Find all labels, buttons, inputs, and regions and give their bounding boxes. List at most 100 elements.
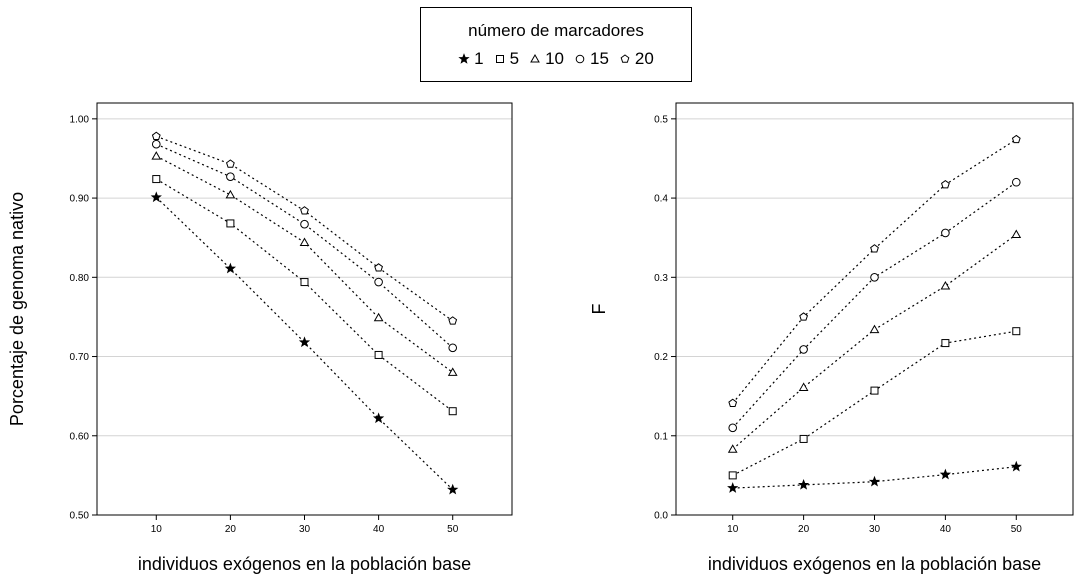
data-point bbox=[299, 237, 310, 246]
data-point bbox=[152, 175, 161, 184]
y-tick-label: 0.0 bbox=[654, 511, 668, 522]
x-tick-label: 10 bbox=[151, 524, 163, 535]
star-marker-icon bbox=[458, 53, 470, 64]
series-line bbox=[156, 143, 454, 349]
data-point bbox=[797, 478, 810, 490]
data-point bbox=[941, 339, 950, 348]
data-point bbox=[728, 471, 737, 480]
data-point bbox=[448, 316, 458, 325]
y-tick-label: 0.3 bbox=[654, 273, 668, 284]
series-15 bbox=[728, 177, 1021, 433]
data-point bbox=[373, 312, 384, 322]
legend-item-15: 15 bbox=[574, 49, 609, 69]
data-point bbox=[868, 475, 881, 487]
data-point bbox=[298, 336, 311, 348]
legend-items: 1 5 10 15 20 bbox=[421, 47, 691, 71]
x-tick-label: 50 bbox=[1011, 524, 1023, 535]
legend: número de marcadores 1 5 10 15 20 bbox=[420, 7, 692, 82]
y-tick-label: 0.60 bbox=[70, 431, 90, 442]
x-axis-label: individuos exógenos en la población base bbox=[708, 554, 1041, 574]
x-tick-label: 10 bbox=[727, 524, 739, 535]
y-tick-label: 0.1 bbox=[654, 431, 668, 442]
data-point bbox=[226, 172, 235, 181]
series-10 bbox=[727, 229, 1022, 453]
data-point bbox=[447, 483, 459, 495]
square-marker-shape bbox=[495, 55, 504, 63]
data-point bbox=[374, 350, 383, 359]
data-point bbox=[447, 367, 458, 376]
data-point bbox=[448, 407, 457, 416]
series-line bbox=[732, 330, 1017, 476]
plot-frame bbox=[675, 102, 1074, 516]
y-tick-label: 0.4 bbox=[654, 194, 668, 205]
legend-label-15: 15 bbox=[590, 49, 609, 68]
series-1 bbox=[150, 191, 459, 495]
data-point bbox=[870, 244, 879, 253]
data-point bbox=[799, 345, 808, 354]
triangle-marker-shape bbox=[530, 53, 540, 63]
data-point bbox=[151, 131, 161, 141]
data-point bbox=[151, 139, 161, 149]
data-point bbox=[225, 189, 236, 199]
y-axis-label: F bbox=[589, 304, 609, 315]
legend-item-10: 10 bbox=[529, 49, 564, 69]
y-axis-label: Porcentaje de genoma nativo bbox=[7, 192, 27, 426]
data-point bbox=[939, 468, 952, 480]
series-20 bbox=[151, 131, 458, 325]
y-tick-label: 0.70 bbox=[70, 352, 90, 363]
data-point bbox=[300, 206, 309, 215]
data-point bbox=[374, 277, 383, 287]
pentagon-marker-icon bbox=[620, 54, 630, 63]
x-tick-label: 20 bbox=[225, 524, 237, 535]
y-tick-label: 1.00 bbox=[70, 114, 90, 125]
x-tick-label: 40 bbox=[373, 524, 385, 535]
series-5 bbox=[728, 327, 1021, 480]
data-point bbox=[374, 263, 383, 272]
pentagon-marker-shape bbox=[620, 54, 630, 63]
data-point bbox=[869, 324, 880, 334]
data-point bbox=[224, 262, 237, 274]
data-point bbox=[799, 312, 808, 321]
series-line bbox=[732, 138, 1017, 404]
legend-title: número de marcadores bbox=[468, 21, 644, 40]
x-tick-label: 40 bbox=[940, 524, 952, 535]
data-point bbox=[150, 191, 162, 203]
series-5 bbox=[152, 175, 457, 416]
series-line bbox=[156, 135, 454, 322]
series-1 bbox=[727, 460, 1022, 493]
data-point bbox=[300, 219, 309, 229]
x-tick-label: 30 bbox=[299, 524, 311, 535]
series-line bbox=[732, 234, 1017, 450]
circle-marker-icon bbox=[575, 54, 585, 64]
series-10 bbox=[151, 151, 458, 376]
data-point bbox=[728, 398, 738, 408]
chart-panel-2: 0.0 0.1 0.2 0.3 0.4 0.5 10 20 30 40 50 individuos e… bbox=[589, 102, 1074, 574]
x-axis-label: individuos exógenos en la población base bbox=[138, 554, 471, 574]
data-point bbox=[372, 412, 385, 424]
y-tick-label: 0.90 bbox=[70, 194, 90, 205]
data-point bbox=[448, 343, 458, 353]
data-point bbox=[870, 273, 879, 282]
data-point bbox=[1012, 327, 1021, 336]
data-point bbox=[1011, 229, 1022, 239]
data-point bbox=[727, 482, 739, 493]
legend-item-20: 20 bbox=[619, 49, 654, 69]
data-point bbox=[727, 444, 738, 453]
legend-label-20: 20 bbox=[634, 49, 654, 68]
series-15 bbox=[151, 139, 458, 353]
x-tick-label: 50 bbox=[447, 524, 459, 535]
data-point bbox=[941, 179, 950, 189]
data-point bbox=[300, 278, 309, 287]
data-point bbox=[226, 219, 235, 228]
square-marker-icon bbox=[495, 55, 504, 63]
y-tick-label: 0.80 bbox=[70, 273, 90, 284]
y-tick-label: 0.5 bbox=[654, 114, 668, 125]
chart-panel-1: 0.50 0.60 0.70 0.80 0.90 1.00 10 20 30 40 50 indivi… bbox=[7, 102, 513, 574]
series-20 bbox=[728, 134, 1021, 408]
y-tick-label: 0.50 bbox=[70, 511, 90, 522]
data-point bbox=[940, 281, 951, 290]
legend-label-1: 1 bbox=[474, 49, 484, 68]
data-point bbox=[941, 228, 950, 238]
data-point bbox=[870, 386, 879, 395]
